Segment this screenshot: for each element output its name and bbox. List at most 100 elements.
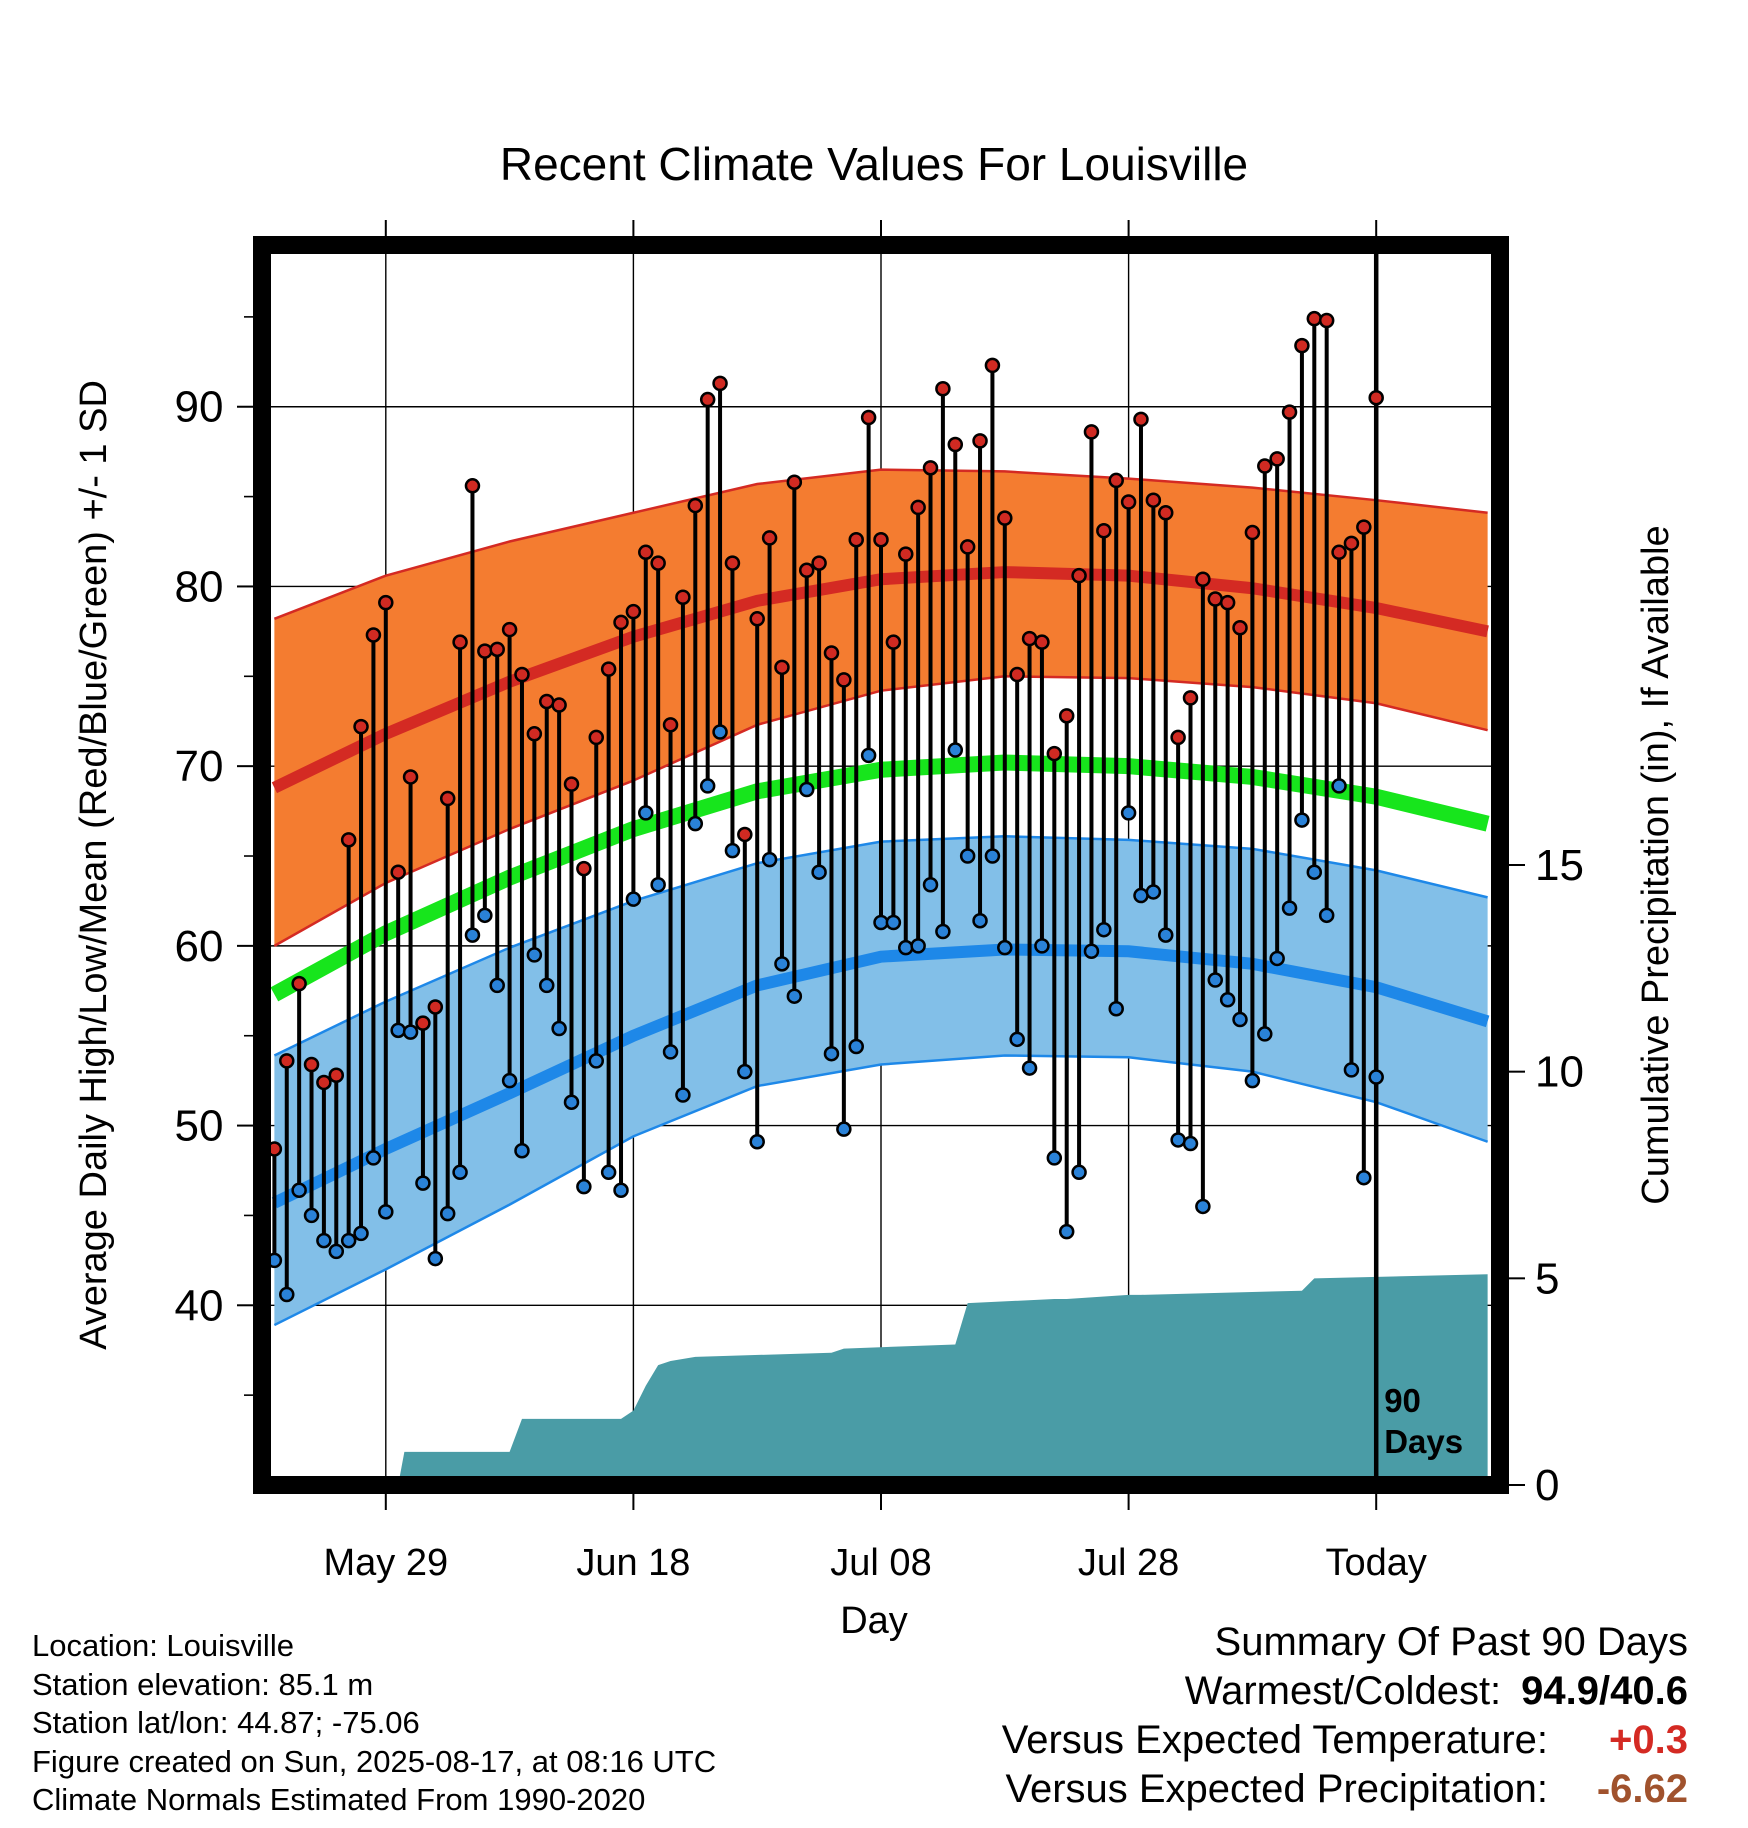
low-temp-point bbox=[749, 1134, 765, 1150]
high-temp-point bbox=[526, 726, 543, 742]
low-temp-point bbox=[1294, 812, 1310, 828]
low-temp-point bbox=[340, 1232, 357, 1249]
high-temp-point bbox=[613, 614, 629, 631]
high-temp-point bbox=[353, 718, 369, 735]
high-temp-point bbox=[737, 826, 753, 843]
y-tick-label: 80 bbox=[175, 562, 224, 611]
high-temp-point bbox=[1083, 424, 1100, 440]
high-temp-point bbox=[303, 1056, 320, 1073]
high-temp-point bbox=[836, 672, 852, 688]
high-temp-point bbox=[811, 555, 827, 571]
low-temp-point bbox=[390, 1022, 406, 1039]
warmest-coldest-row: Warmest/Coldest: 94.9/40.6 bbox=[1002, 1667, 1688, 1716]
high-temp-point bbox=[1195, 571, 1211, 588]
high-temp-point bbox=[477, 643, 493, 659]
high-sd-upper-line bbox=[273, 468, 1488, 620]
high-temp-point bbox=[365, 627, 382, 643]
high-temp-point bbox=[786, 474, 803, 490]
high-temp-point bbox=[1244, 524, 1261, 541]
low-temp-point bbox=[774, 956, 790, 972]
high-temp-point bbox=[1331, 544, 1347, 561]
high-temp-point bbox=[415, 1015, 431, 1031]
high-temp-point bbox=[1034, 634, 1050, 650]
warmest-coldest-value: 94.9/40.6 bbox=[1521, 1669, 1688, 1713]
low-temp-point bbox=[588, 1053, 605, 1069]
today-label-line1: 90 bbox=[1384, 1382, 1421, 1419]
low-temp-point bbox=[613, 1182, 629, 1199]
precip-area bbox=[262, 1274, 1488, 1485]
low-temp-point bbox=[378, 1204, 394, 1220]
temp-anomaly-label: Versus Expected Temperature: bbox=[1001, 1718, 1548, 1762]
low-temp-point bbox=[935, 923, 951, 940]
temp-anomaly-row: Versus Expected Temperature: +0.3 bbox=[1002, 1716, 1688, 1765]
low-temp-point bbox=[687, 815, 704, 832]
low-temp-point bbox=[563, 1094, 580, 1110]
low-temp-point bbox=[328, 1243, 345, 1260]
high-temp-point bbox=[873, 531, 889, 548]
low-temp-point bbox=[1281, 900, 1298, 916]
high-temp-point bbox=[712, 375, 728, 392]
low-temp-point bbox=[638, 805, 654, 821]
high-temp-point bbox=[997, 510, 1013, 526]
low-temp-point bbox=[1009, 1031, 1025, 1048]
high-temp-point bbox=[1207, 591, 1224, 607]
low-temp-point bbox=[1021, 1060, 1038, 1076]
low-temp-point bbox=[600, 1164, 617, 1181]
high-temp-point bbox=[625, 603, 642, 620]
low-temp-point bbox=[526, 947, 543, 963]
high-temp-point bbox=[1343, 535, 1360, 552]
low-temp-point bbox=[1157, 927, 1174, 943]
high-temp-point bbox=[427, 999, 444, 1015]
y-tick-label: 50 bbox=[175, 1102, 224, 1151]
low-temp-point bbox=[464, 927, 481, 943]
low-temp-point bbox=[1071, 1164, 1087, 1181]
low-temp-point bbox=[873, 914, 889, 931]
high-temp-point bbox=[848, 531, 864, 548]
low-temp-point bbox=[922, 877, 939, 893]
low-temp-point bbox=[848, 1038, 864, 1055]
low-temp-point bbox=[1096, 921, 1112, 938]
y2-tick-label: 0 bbox=[1535, 1461, 1559, 1510]
high-temp-point bbox=[576, 860, 592, 877]
low-temp-point bbox=[786, 988, 803, 1004]
x-tick-label: Today bbox=[1325, 1542, 1426, 1584]
high-temp-point bbox=[439, 790, 456, 807]
low-temp-point bbox=[538, 977, 555, 994]
high-temp-point bbox=[662, 717, 679, 733]
low-temp-point bbox=[1207, 972, 1224, 988]
high-temp-point bbox=[1219, 594, 1236, 611]
high-temp-point bbox=[402, 769, 419, 785]
low-temp-point bbox=[675, 1087, 691, 1103]
high-temp-point bbox=[1306, 310, 1323, 327]
location-text: Location: Louisville bbox=[32, 1628, 294, 1663]
high-temp-point bbox=[761, 530, 778, 546]
high-temp-point bbox=[823, 645, 840, 661]
high-temp-point bbox=[947, 436, 964, 453]
x-tick-label: Jul 08 bbox=[830, 1542, 931, 1584]
y2-tick-label: 5 bbox=[1535, 1254, 1559, 1303]
low-temp-point bbox=[1368, 1069, 1384, 1085]
high-temp-point bbox=[489, 641, 505, 658]
y2-axis-title: Cumulative Precipitation (in), If Availa… bbox=[1635, 525, 1677, 1204]
low-temp-point bbox=[662, 1044, 679, 1060]
precip-cumulative-area bbox=[262, 1274, 1488, 1485]
low-temp-point bbox=[1120, 805, 1137, 821]
low-temp-point bbox=[761, 851, 778, 868]
high-temp-point bbox=[749, 611, 765, 627]
high-temp-point bbox=[1182, 690, 1199, 706]
low-temp-point bbox=[737, 1063, 753, 1080]
low-temp-point bbox=[972, 912, 988, 929]
y-tick-label: 70 bbox=[175, 742, 224, 791]
low-temp-point bbox=[836, 1121, 852, 1137]
high-temp-point bbox=[538, 693, 555, 710]
high-temp-point bbox=[291, 975, 307, 992]
high-temp-point bbox=[724, 555, 741, 571]
low-temp-point bbox=[291, 1182, 307, 1199]
high-temp-point bbox=[650, 555, 666, 571]
station-info: Location: Louisville Station elevation: … bbox=[32, 1627, 716, 1820]
low-temp-point bbox=[1182, 1135, 1199, 1152]
y-tick-label: 40 bbox=[175, 1281, 224, 1330]
axes-ticks: 40 50 60 70 80 90 0 5 10 15 May 29 Jun 18 Jul 08 Jul … bbox=[175, 220, 1584, 1584]
high-temp-point bbox=[1009, 666, 1025, 683]
